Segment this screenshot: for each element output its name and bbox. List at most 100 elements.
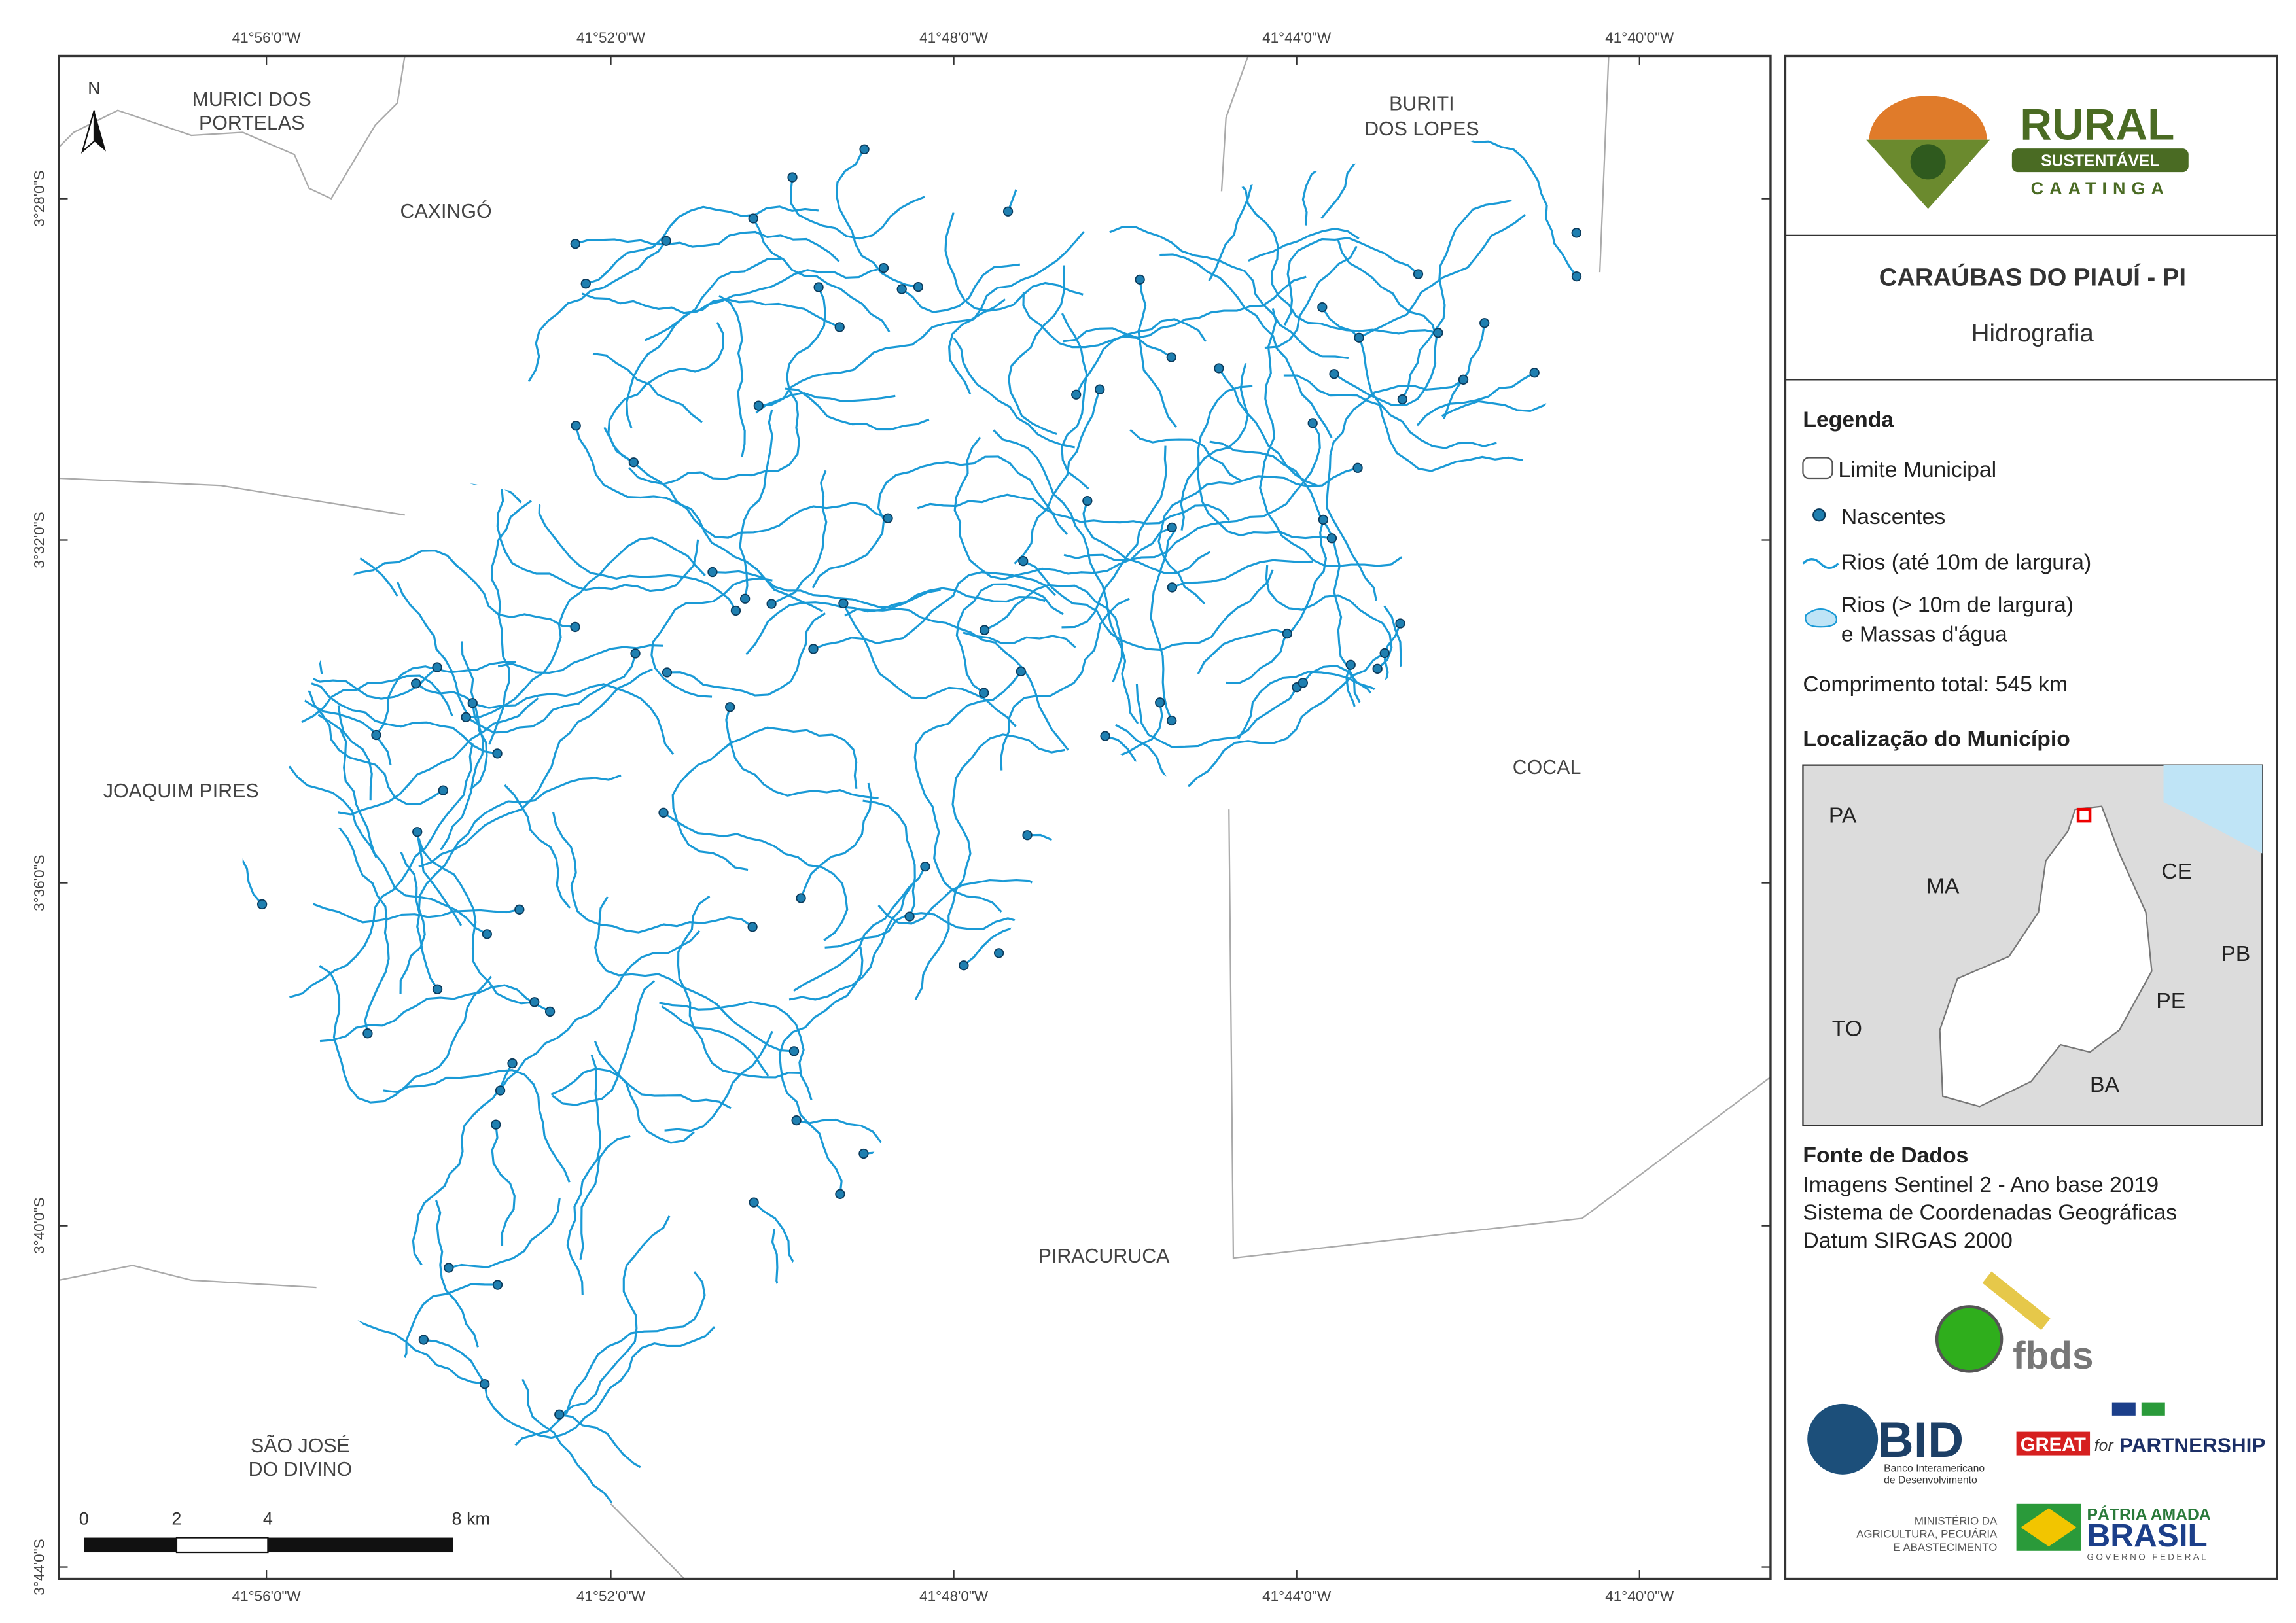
spring bbox=[1082, 496, 1093, 506]
river bbox=[1264, 245, 1358, 349]
boundary bbox=[1220, 56, 1249, 192]
spring bbox=[1167, 522, 1177, 533]
spring bbox=[438, 785, 448, 795]
spring bbox=[1166, 352, 1176, 362]
scale-segment bbox=[268, 1537, 453, 1553]
state-label: TO bbox=[1832, 1017, 1862, 1041]
spring bbox=[1018, 556, 1029, 567]
spring bbox=[661, 236, 671, 246]
great-text: GREAT bbox=[2021, 1435, 2086, 1456]
scale-label: 8 km bbox=[452, 1509, 490, 1528]
coord-label: 3°40'0"S bbox=[31, 1198, 48, 1254]
river bbox=[800, 782, 872, 899]
river bbox=[993, 429, 1139, 724]
river bbox=[862, 799, 916, 917]
river bbox=[1219, 145, 1439, 335]
spring bbox=[1413, 269, 1424, 279]
river bbox=[778, 947, 864, 1195]
boundary bbox=[59, 1265, 317, 1289]
river bbox=[1150, 529, 1176, 722]
state-label: PA bbox=[1829, 803, 1857, 828]
river bbox=[1180, 362, 1249, 531]
source-line: Datum SIRGAS 2000 bbox=[1803, 1228, 2012, 1253]
place-label: JOAQUIM PIRES bbox=[103, 780, 259, 802]
river bbox=[491, 1124, 516, 1246]
river bbox=[399, 774, 622, 994]
north-label: N bbox=[88, 79, 101, 98]
river bbox=[499, 930, 701, 1091]
river bbox=[552, 980, 656, 1106]
source-line: Imagens Sentinel 2 - Ano base 2019 bbox=[1803, 1172, 2159, 1197]
scale-label: 2 bbox=[171, 1509, 181, 1528]
legend-symbol bbox=[1812, 508, 1826, 522]
spring bbox=[482, 929, 492, 939]
brasil-text: BRASIL bbox=[2087, 1518, 2208, 1554]
sun bbox=[1869, 96, 1987, 140]
state-label: CE bbox=[2161, 859, 2192, 884]
spring bbox=[747, 922, 758, 932]
river bbox=[1014, 389, 1101, 565]
map-subtitle: Hidrografia bbox=[1971, 319, 2094, 347]
spring bbox=[1458, 374, 1469, 385]
river bbox=[1063, 327, 1173, 358]
spring bbox=[628, 457, 639, 468]
place-label: PORTELAS bbox=[199, 113, 304, 134]
river bbox=[745, 587, 1046, 655]
boundary bbox=[59, 56, 406, 200]
spring bbox=[412, 827, 423, 837]
river bbox=[755, 391, 896, 414]
coord-label: 3°32'0"S bbox=[31, 512, 48, 568]
spring bbox=[544, 1006, 556, 1017]
river bbox=[758, 298, 1006, 407]
spring bbox=[835, 1189, 845, 1199]
place-label: PIRACURUCA bbox=[1038, 1246, 1170, 1267]
river bbox=[585, 205, 819, 285]
arrow-half bbox=[80, 110, 96, 154]
spring bbox=[1379, 648, 1390, 659]
river bbox=[416, 831, 463, 926]
place-label: BURITI bbox=[1389, 94, 1455, 115]
river bbox=[552, 812, 754, 934]
river bbox=[1171, 559, 1313, 589]
spring bbox=[749, 1197, 759, 1208]
spring bbox=[256, 899, 268, 910]
river bbox=[917, 493, 1230, 525]
river bbox=[1283, 237, 1419, 326]
river bbox=[319, 965, 493, 1104]
brasil-text: GOVERNO FEDERAL bbox=[2087, 1552, 2208, 1562]
river bbox=[594, 896, 794, 1053]
spring bbox=[1571, 228, 1581, 238]
spring bbox=[1354, 332, 1364, 343]
river bbox=[663, 811, 849, 941]
river bbox=[603, 427, 889, 539]
rural-logo: RURAL SUSTENTÁVEL CAATINGA bbox=[1866, 96, 2189, 209]
fbds-text: fbds bbox=[2013, 1335, 2093, 1377]
river bbox=[550, 1068, 732, 1109]
scale-segment bbox=[84, 1537, 177, 1553]
river bbox=[308, 681, 498, 755]
spring bbox=[371, 729, 381, 741]
springs bbox=[256, 144, 1582, 1420]
spring bbox=[1571, 271, 1582, 282]
river bbox=[521, 1378, 613, 1504]
spring bbox=[480, 1379, 490, 1389]
brasil-flag bbox=[2021, 1508, 2077, 1547]
partner-logos: fbds BID Banco Interamericano de Desenvo… bbox=[1807, 1271, 2265, 1562]
river bbox=[963, 631, 1076, 648]
bid-text: BID bbox=[1878, 1412, 1964, 1468]
river bbox=[1358, 214, 1526, 339]
spring bbox=[630, 648, 641, 659]
scale-label: 4 bbox=[263, 1509, 273, 1528]
river bbox=[1109, 226, 1349, 360]
spring bbox=[444, 1263, 454, 1273]
logo-band bbox=[2011, 148, 2189, 173]
fbds-bar bbox=[1982, 1271, 2051, 1331]
scale-segment bbox=[175, 1537, 269, 1554]
river bbox=[1000, 597, 1130, 771]
river bbox=[661, 1005, 769, 1077]
spring bbox=[1016, 666, 1027, 677]
coord-label: 41°52'0"W bbox=[576, 29, 646, 46]
river bbox=[752, 218, 891, 333]
legend-item: Rios (até 10m de largura) bbox=[1841, 550, 2091, 574]
river bbox=[488, 500, 532, 745]
